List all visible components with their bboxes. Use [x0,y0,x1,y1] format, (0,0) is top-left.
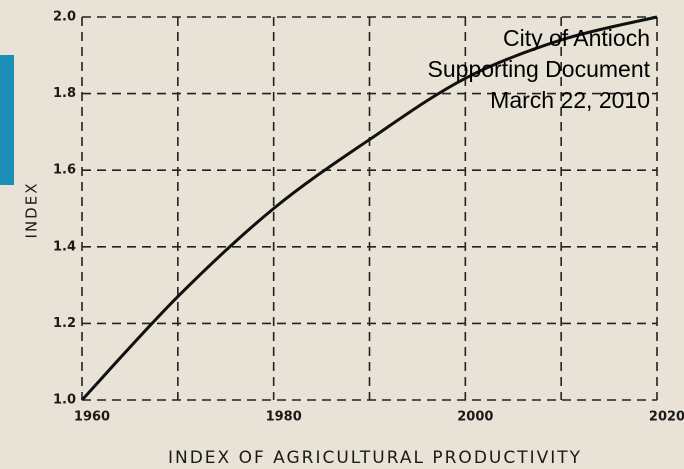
blue-strip [0,55,14,185]
y-tick-label: 2.0 [53,10,76,25]
x-tick-label: 2000 [457,410,493,425]
x-tick-label: 1980 [266,410,302,425]
plot-area: 1.0 1.2 1.4 1.6 1.8 2.0 1960 1980 2000 2020 [53,10,684,425]
y-tick-label: 1.2 [53,316,76,331]
x-tick-label: 2020 [649,410,684,425]
y-tick-label: 1.8 [53,86,76,101]
y-tick-label: 1.0 [53,393,76,408]
annotation-line: City of Antioch [503,25,650,51]
y-axis-label: INDEX [23,182,41,239]
data-line [80,15,658,402]
annotation-line: Supporting Document [428,56,651,82]
y-tick-label: 1.6 [53,163,76,178]
x-tick-label: 1960 [74,410,110,425]
y-tick-label: 1.4 [53,239,76,254]
annotation: City of Antioch Supporting Document March … [428,25,651,113]
annotation-line: March 22, 2010 [490,87,650,113]
x-axis-label: INDEX OF AGRICULTURAL PRODUCTIVITY [168,448,582,468]
